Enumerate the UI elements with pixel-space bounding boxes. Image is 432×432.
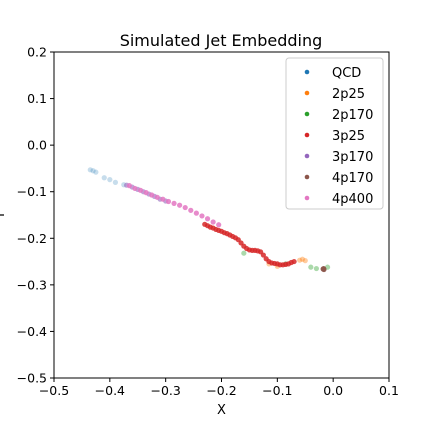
data-point: [143, 190, 149, 196]
data-point: [160, 196, 166, 202]
x-tick-label: −0.4: [95, 383, 125, 398]
data-point: [177, 202, 183, 208]
legend-label: 3p25: [332, 129, 365, 144]
legend-marker: [304, 111, 310, 117]
data-point: [112, 179, 119, 185]
legend-marker: [304, 195, 310, 201]
data-point: [313, 265, 320, 272]
legend-label: 4p170: [332, 171, 373, 186]
x-tick-label: −0.1: [262, 383, 292, 398]
x-tick-label: −0.5: [39, 383, 69, 398]
data-point: [320, 266, 326, 272]
y-tick-label: −0.2: [17, 231, 47, 246]
data-point: [132, 185, 138, 192]
y-tick-label: −0.1: [17, 184, 47, 199]
data-point: [210, 219, 216, 225]
legend-marker: [304, 90, 310, 96]
y-tick-label: −0.5: [17, 371, 47, 386]
x-axis-ticks: −0.5 −0.4 −0.3 −0.2 −0.1 0.0 0.1: [39, 378, 399, 398]
data-point: [154, 194, 160, 200]
data-point: [93, 169, 99, 175]
data-point: [297, 257, 303, 263]
x-tick-label: 0.1: [379, 383, 399, 398]
data-point: [308, 264, 314, 270]
y-axis-label: Y: [0, 211, 8, 220]
data-point: [199, 213, 205, 219]
data-point: [241, 250, 247, 256]
points-layer: [87, 167, 331, 273]
data-point: [126, 183, 132, 189]
legend-marker: [304, 174, 310, 180]
legend-label: 2p170: [332, 108, 373, 123]
legend-marker: [304, 69, 310, 75]
x-axis-label: X: [217, 403, 226, 418]
legend-label: 2p25: [332, 87, 365, 102]
legend: QCD 2p25 2p170 3p25 3p170 4p170 4p400: [285, 57, 384, 210]
y-tick-label: −0.4: [17, 324, 47, 339]
x-tick-label: −0.2: [206, 383, 236, 398]
legend-label: 3p170: [332, 150, 373, 165]
data-point: [107, 177, 113, 183]
data-point: [260, 252, 266, 258]
y-tick-label: 0.2: [27, 45, 47, 60]
data-point: [216, 222, 222, 228]
data-point: [137, 187, 144, 193]
data-point: [171, 200, 177, 206]
data-point: [302, 258, 308, 264]
data-point: [291, 258, 297, 265]
legend-marker: [304, 153, 310, 159]
legend-box: [285, 57, 384, 210]
y-tick-label: 0.0: [27, 138, 47, 153]
y-tick-label: −0.3: [17, 277, 47, 292]
data-point: [165, 198, 172, 205]
data-point: [182, 204, 188, 211]
data-point: [204, 216, 211, 222]
data-point: [193, 210, 199, 216]
data-point: [87, 167, 93, 173]
data-point: [299, 256, 306, 262]
chart-title: Simulated Jet Embedding: [120, 31, 323, 50]
series-4p170: [320, 265, 327, 273]
legend-label: QCD: [332, 66, 361, 81]
legend-label: 4p400: [332, 192, 373, 207]
data-point: [90, 168, 96, 174]
data-point: [149, 192, 155, 198]
legend-marker: [304, 132, 310, 138]
x-tick-label: 0.0: [323, 383, 343, 398]
series-4p400: [126, 183, 222, 228]
series-3p25: [202, 221, 297, 268]
x-tick-label: −0.3: [150, 383, 180, 398]
data-point: [188, 207, 194, 213]
y-axis-ticks: −0.5 −0.4 −0.3 −0.2 −0.1 0.0 0.1 0.2: [17, 45, 54, 386]
series-qcd: [87, 167, 127, 188]
y-tick-label: 0.1: [27, 91, 47, 106]
data-point: [101, 175, 107, 181]
